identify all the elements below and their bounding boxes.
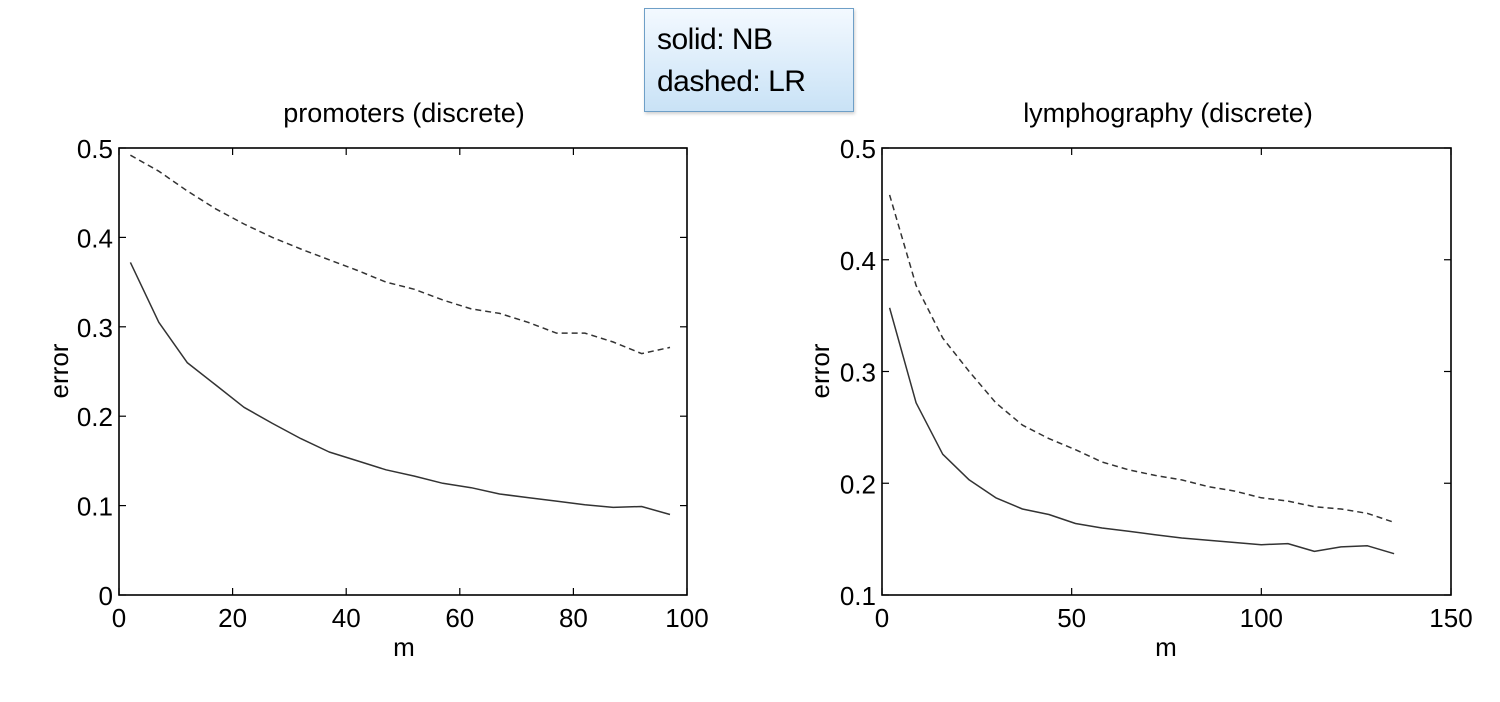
x-tick-label: 0 (875, 603, 889, 633)
x-tick-label: 0 (112, 603, 126, 633)
legend-box: solid: NB dashed: LR (644, 8, 854, 112)
y-tick-label: 0.5 (77, 134, 113, 164)
y-tick-label: 0.3 (840, 358, 876, 388)
y-tick-label: 0.2 (840, 469, 876, 499)
series-line-dashed (130, 154, 671, 355)
chart-title: lymphography (discrete) (1023, 98, 1313, 128)
y-tick-label: 0.4 (77, 223, 113, 253)
y-tick-label: 0.3 (77, 313, 113, 343)
chart-promoters: promoters (discrete) m error 0 20 40 60 80 10… (44, 98, 709, 662)
plot-area-frame (118, 147, 688, 596)
x-tick-label: 100 (665, 603, 708, 633)
x-axis-label: m (393, 632, 415, 662)
y-tick-label: 0.2 (77, 402, 113, 432)
y-tick-label: 0 (99, 581, 113, 611)
y-axis-label: error (44, 343, 74, 398)
x-tick-label: 100 (1240, 603, 1283, 633)
y-tick-label: 0.5 (840, 134, 876, 164)
x-tick-label: 40 (332, 603, 361, 633)
x-axis-label: m (1155, 632, 1177, 662)
x-tick-label: 150 (1429, 603, 1472, 633)
x-tick-label: 60 (445, 603, 474, 633)
chart-title: promoters (discrete) (283, 98, 525, 128)
x-tick-label: 80 (559, 603, 588, 633)
legend-line-dashed: dashed: LR (657, 65, 806, 98)
legend-line-solid: solid: NB (657, 23, 773, 56)
y-tick-label: 0.1 (840, 581, 876, 611)
chart-lymphography: lymphography (discrete) m error 0 50 100 15… (805, 98, 1473, 662)
plot-area-frame (881, 147, 1452, 596)
x-tick-label: 50 (1057, 603, 1086, 633)
series-line-solid (129, 262, 671, 516)
y-tick-label: 0.4 (840, 246, 876, 276)
y-tick-label: 0.1 (77, 492, 113, 522)
series-line-solid (888, 307, 1395, 555)
series-line-dashed (888, 194, 1395, 524)
x-tick-label: 20 (218, 603, 247, 633)
y-axis-label: error (805, 343, 835, 398)
